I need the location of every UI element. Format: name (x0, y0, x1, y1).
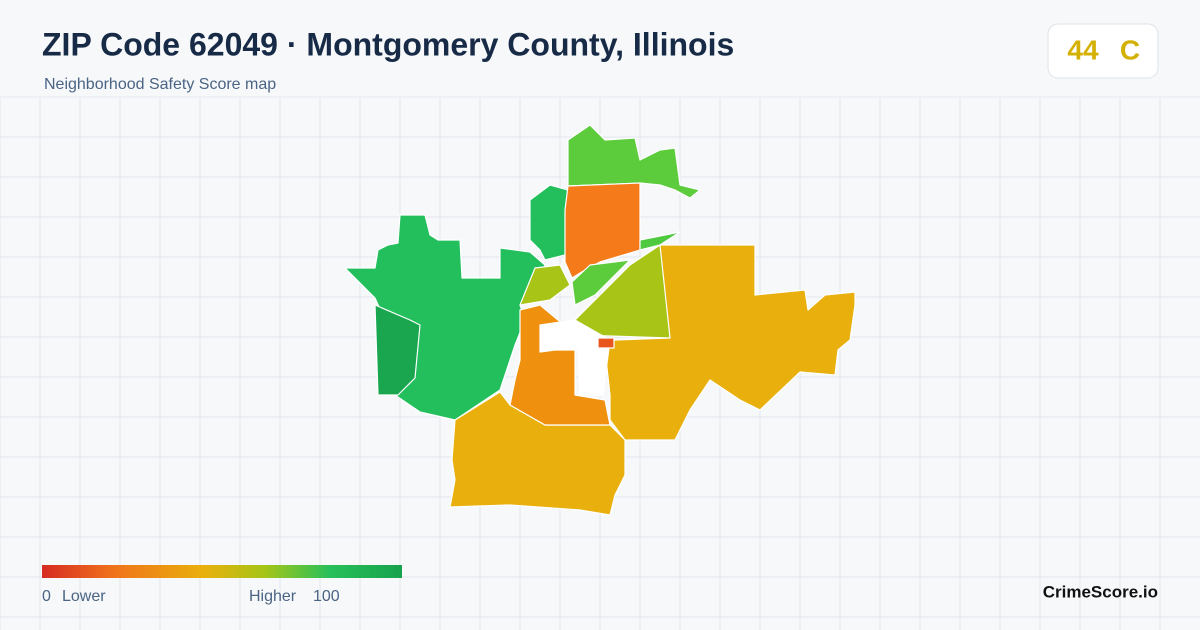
legend-min-label: Lower (62, 588, 106, 605)
score-grade: C (1120, 34, 1140, 65)
subtitle: Neighborhood Safety Score map (44, 76, 276, 93)
title: ZIP Code 62049 · Montgomery County, Illi… (42, 26, 734, 62)
region (571, 259, 631, 306)
score-value: 44 (1067, 34, 1099, 65)
region (529, 184, 569, 261)
region (567, 124, 701, 199)
legend-max-label: Higher (249, 588, 297, 605)
legend-max: 100 (313, 588, 340, 605)
region (519, 264, 571, 306)
legend-min: 0 (42, 588, 51, 605)
region (539, 319, 611, 396)
score-badge (1047, 23, 1159, 79)
brand: CrimeScore.io (1043, 582, 1158, 601)
map-regions (344, 124, 856, 516)
region (597, 337, 615, 349)
legend-gradient (42, 565, 402, 578)
region (374, 304, 421, 396)
region (604, 244, 856, 441)
